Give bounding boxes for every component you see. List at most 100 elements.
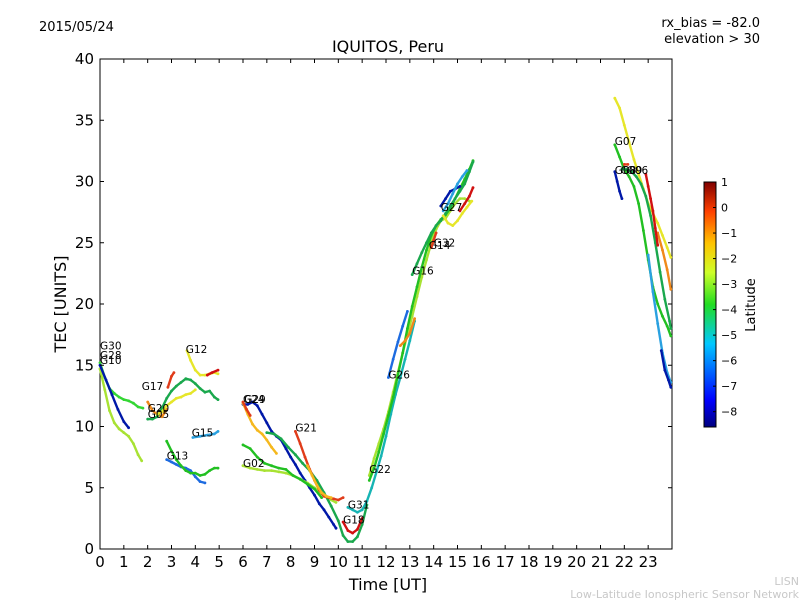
data-point	[370, 486, 374, 490]
data-point	[170, 389, 173, 393]
data-point	[170, 460, 173, 464]
data-point	[174, 463, 178, 466]
data-point	[284, 447, 288, 450]
data-point	[189, 469, 193, 472]
data-point	[241, 443, 245, 447]
data-point	[444, 212, 447, 215]
series-g08	[613, 170, 624, 201]
data-point	[351, 531, 354, 535]
series-g32	[429, 231, 438, 250]
data-point	[294, 430, 297, 433]
x-tick-label: 0	[95, 553, 105, 571]
y-tick-label: 40	[75, 50, 94, 68]
data-point	[658, 270, 662, 274]
data-point	[387, 414, 390, 417]
data-point	[661, 234, 664, 237]
data-point	[216, 430, 220, 433]
data-point	[165, 439, 169, 443]
data-point	[446, 221, 450, 225]
x-tick-label: 4	[191, 553, 201, 571]
data-point	[146, 400, 150, 404]
sat-label-g17: G17	[142, 381, 164, 393]
data-point	[463, 197, 467, 201]
data-point	[98, 361, 102, 365]
data-point	[210, 371, 214, 374]
data-point	[356, 510, 359, 514]
data-point	[425, 241, 428, 245]
data-point	[630, 170, 633, 174]
data-point	[270, 430, 273, 433]
data-point	[429, 231, 433, 235]
sat-label-g06: G06	[627, 165, 649, 177]
sat-label-g08: G08	[615, 165, 637, 177]
data-point	[659, 349, 663, 352]
data-point	[303, 455, 307, 459]
data-point	[396, 340, 400, 344]
y-tick-label: 30	[75, 173, 94, 191]
data-point	[306, 464, 309, 468]
data-point	[425, 258, 428, 262]
series-g06c	[644, 172, 660, 247]
series-g13	[165, 458, 207, 485]
data-point	[415, 295, 419, 298]
data-point	[410, 273, 414, 276]
colorbar-tick-label: −1	[721, 227, 737, 240]
data-point	[458, 197, 462, 201]
data-point	[265, 438, 269, 442]
series-g27b	[441, 169, 469, 213]
series-trace	[241, 443, 323, 499]
data-point	[661, 248, 664, 252]
data-point	[251, 422, 254, 426]
data-point	[170, 374, 173, 378]
data-point	[320, 491, 323, 494]
sat-label-g16: G16	[412, 266, 434, 278]
data-point	[669, 256, 673, 259]
data-point	[136, 405, 140, 409]
data-point	[360, 508, 364, 512]
data-point	[265, 431, 269, 434]
data-point	[141, 406, 145, 410]
data-point	[193, 382, 197, 385]
data-point	[663, 368, 667, 372]
data-point	[260, 412, 264, 416]
data-point	[270, 445, 273, 449]
data-point	[379, 454, 383, 458]
series-g27d	[458, 186, 475, 213]
data-point	[448, 204, 452, 208]
rx-bias-label: rx_bias = -82.0	[661, 16, 760, 31]
data-point	[448, 189, 452, 193]
y-axis: 0 5 10 15 20 25 30 35 40	[75, 50, 672, 558]
data-point	[434, 224, 438, 228]
sat-label-g07: G07	[615, 136, 637, 148]
x-tick-label: 3	[167, 553, 177, 571]
data-point	[122, 398, 126, 401]
colorbar-tick-label: −7	[721, 380, 737, 393]
series-g02b	[165, 439, 220, 477]
x-tick-label: 18	[519, 553, 538, 571]
sat-label-g24: G24	[243, 394, 265, 406]
series-g24b	[241, 400, 252, 417]
data-point	[620, 197, 624, 201]
data-point	[284, 468, 288, 471]
data-point	[189, 359, 193, 362]
data-point	[626, 163, 630, 166]
data-point	[360, 523, 364, 526]
data-point	[646, 253, 650, 257]
data-point	[661, 314, 664, 318]
data-point	[613, 96, 617, 100]
data-point	[665, 268, 669, 272]
data-point	[270, 464, 273, 468]
data-point	[341, 534, 345, 537]
data-point	[294, 453, 297, 457]
data-point	[263, 469, 266, 472]
sat-label-g26: G26	[388, 370, 410, 382]
series-g07b	[656, 231, 673, 291]
data-point	[460, 212, 464, 215]
data-point	[179, 395, 183, 399]
date-label: 2015/05/24	[39, 20, 114, 35]
data-point	[112, 421, 116, 425]
data-point	[334, 526, 338, 530]
data-point	[160, 406, 164, 410]
